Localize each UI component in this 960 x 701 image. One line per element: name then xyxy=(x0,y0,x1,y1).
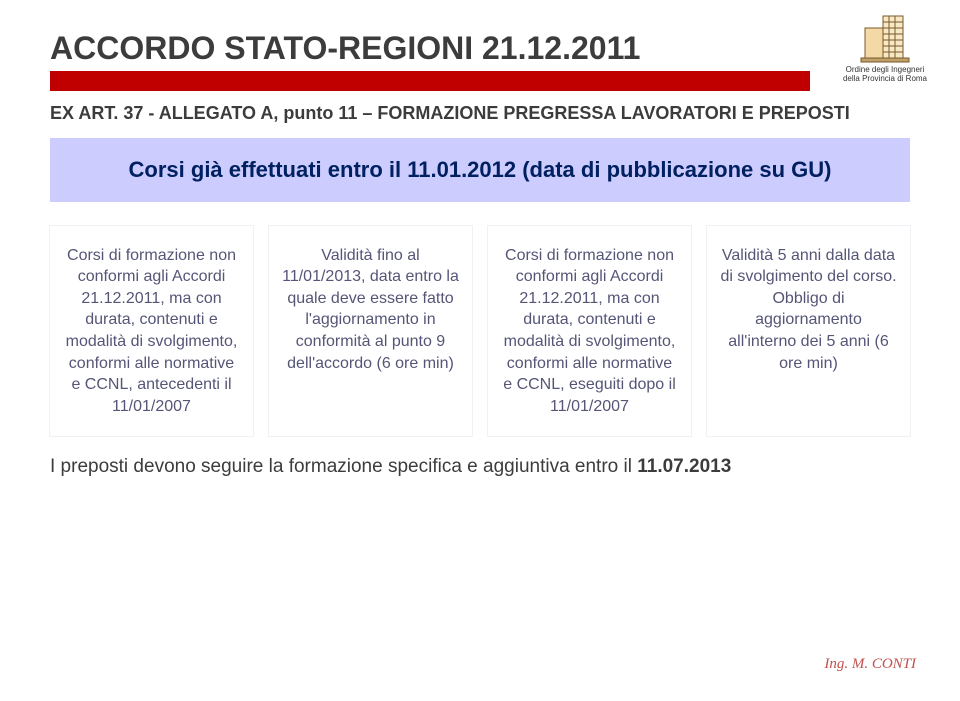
logo-text-2: della Provincia di Roma xyxy=(840,75,930,84)
footer-note: I preposti devono seguire la formazione … xyxy=(50,456,910,478)
column-2: Validità fino al 11/01/2013, data entro … xyxy=(269,226,472,437)
column-3: Corsi di formazione non conformi agli Ac… xyxy=(488,226,691,437)
building-icon xyxy=(859,10,911,64)
highlight-box: Corsi già effettuati entro il 11.01.2012… xyxy=(50,138,910,202)
column-1: Corsi di formazione non conformi agli Ac… xyxy=(50,226,253,437)
columns-row: Corsi di formazione non conformi agli Ac… xyxy=(50,226,910,437)
subheader: EX ART. 37 - ALLEGATO A, punto 11 – FORM… xyxy=(50,103,910,124)
accent-bar xyxy=(50,71,810,91)
logo: Ordine degli Ingegneri della Provincia d… xyxy=(840,10,930,84)
footer-pre: I preposti devono seguire la formazione … xyxy=(50,456,637,477)
column-4: Validità 5 anni dalla data di svolgiment… xyxy=(707,226,910,437)
page-title: ACCORDO STATO-REGIONI 21.12.2011 xyxy=(50,30,910,67)
footer-date: 11.07.2013 xyxy=(637,456,731,477)
credit: Ing. M. CONTI xyxy=(824,656,916,673)
